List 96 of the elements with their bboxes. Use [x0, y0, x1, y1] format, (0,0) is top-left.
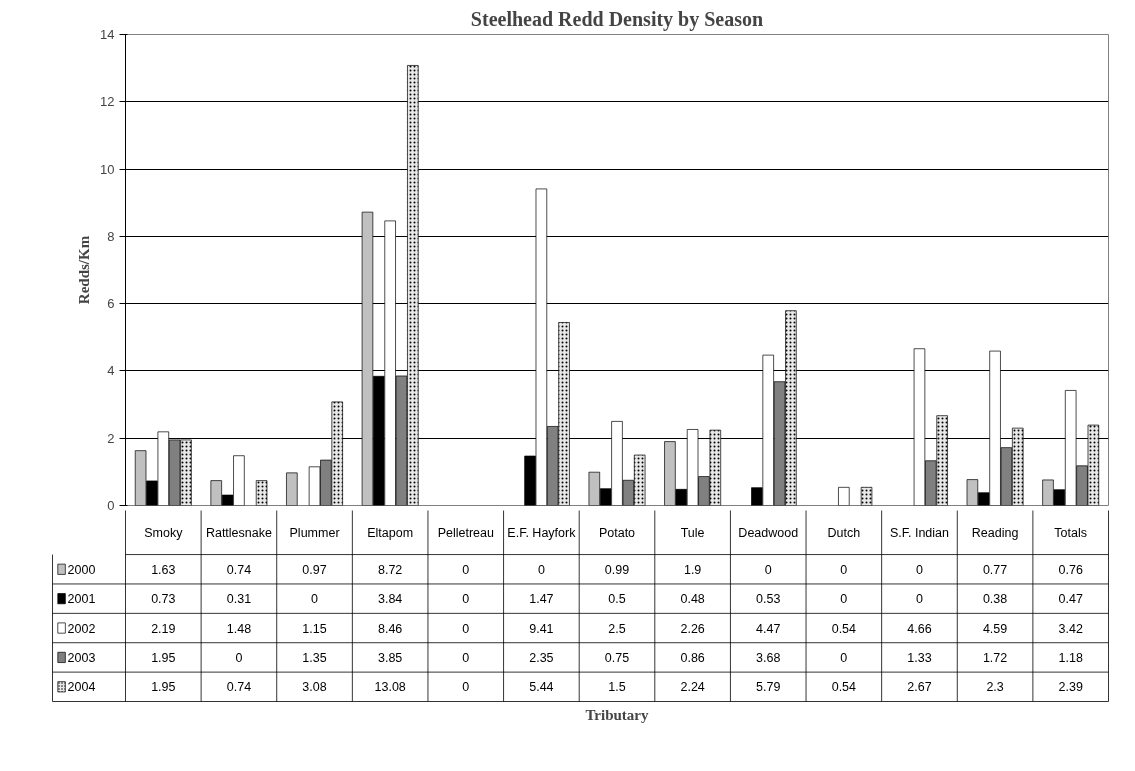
- data-label: 4.59: [982, 621, 1008, 636]
- x-tick-label: Plummer: [289, 525, 340, 540]
- data-label: 3.42: [1058, 621, 1083, 636]
- data-label: 9.41: [529, 621, 554, 636]
- data-label: 2.67: [907, 680, 932, 695]
- y-axis-title: Redds/Km: [76, 235, 93, 305]
- data-label: 1.18: [1058, 650, 1083, 665]
- data-label: 0.47: [1058, 592, 1083, 607]
- y-tick-label: 4: [107, 363, 115, 379]
- text: Tributary: [585, 706, 650, 723]
- data-label: 0: [462, 592, 470, 607]
- data-label: 3.85: [377, 650, 403, 665]
- data-label: 1.33: [907, 650, 932, 665]
- data-label: 8.72: [377, 562, 403, 577]
- data-label: 4.47: [756, 621, 781, 636]
- y-tick-label: 14: [100, 27, 115, 42]
- data-label: 0: [764, 562, 772, 577]
- x-tick-label: Tule: [680, 525, 705, 540]
- data-label: 2.24: [680, 680, 705, 695]
- data-label: 0: [840, 650, 848, 665]
- data-label: 2.39: [1058, 680, 1083, 695]
- data-label: 0: [915, 592, 923, 607]
- data-label: 0: [462, 621, 470, 636]
- data-label: 8.46: [377, 621, 403, 636]
- data-label: 0.48: [680, 592, 705, 607]
- data-label: 3.68: [756, 650, 781, 665]
- x-tick-label: Deadwood: [738, 525, 799, 540]
- x-tick-label: Dutch: [827, 525, 861, 540]
- bar: [838, 486, 850, 506]
- data-label: 0.38: [982, 592, 1008, 607]
- data-label: 0: [840, 562, 848, 577]
- data-label: 0: [537, 562, 545, 577]
- data-label: 1.63: [151, 562, 176, 577]
- data-label: 1.95: [151, 680, 176, 695]
- x-tick-label: Reading: [971, 525, 1019, 540]
- data-label: 2.35: [529, 650, 554, 665]
- data-label: 0: [462, 562, 470, 577]
- chart-title: Steelhead Redd Density by Season: [470, 7, 764, 31]
- data-label: 2.26: [680, 621, 705, 636]
- data-label: 0.99: [604, 562, 630, 577]
- data-label: 1.47: [529, 592, 554, 607]
- data-label: 0.31: [226, 592, 252, 607]
- data-label: 0.5: [608, 592, 626, 607]
- y-tick-label: 10: [100, 161, 115, 177]
- data-label: 0.54: [831, 680, 857, 695]
- bar: [286, 472, 298, 506]
- y-tick-label: 12: [100, 94, 115, 110]
- data-label: 4.66: [907, 621, 932, 636]
- data-label: 1.48: [226, 621, 252, 636]
- data-label: 0: [235, 650, 243, 665]
- data-label: 0.75: [604, 650, 630, 665]
- data-label: 2.19: [151, 621, 176, 636]
- data-label: 1.35: [302, 650, 327, 665]
- data-label: 2.5: [608, 621, 626, 636]
- data-label: 0.86: [680, 650, 705, 665]
- legend-label: 2000: [67, 562, 96, 577]
- legend-label: 2003: [67, 650, 96, 665]
- legend-label: 2002: [67, 621, 96, 636]
- data-label: 0.74: [226, 562, 252, 577]
- y-tick-label: 8: [107, 228, 115, 244]
- data-label: 3.08: [302, 680, 327, 695]
- x-tick-label: Rattlesnake: [205, 525, 272, 540]
- data-label: 13.08: [374, 680, 406, 695]
- x-tick-label: Eltapom: [367, 525, 414, 540]
- data-label: 2.3: [986, 680, 1004, 695]
- y-tick-label: 6: [107, 296, 115, 312]
- x-tick-label: E.F. Hayfork: [507, 525, 577, 540]
- x-tick-label: S.F. Indian: [889, 525, 950, 540]
- data-label: 0.53: [756, 592, 781, 607]
- data-label: 1.72: [982, 650, 1008, 665]
- data-label: 0.76: [1058, 562, 1083, 577]
- x-tick-label: Pelletreau: [437, 525, 494, 540]
- data-label: 0: [915, 562, 923, 577]
- data-label: 0: [462, 650, 470, 665]
- data-label: 1.95: [151, 650, 176, 665]
- data-label: 0: [840, 592, 848, 607]
- data-label: 5.44: [529, 680, 554, 695]
- legend-label: 2001: [67, 592, 96, 607]
- data-label: 3.84: [377, 592, 403, 607]
- data-label: 0.73: [151, 592, 176, 607]
- y-tick-label: 2: [107, 430, 115, 446]
- data-label: 0.54: [831, 621, 857, 636]
- legend-label: 2004: [67, 680, 96, 695]
- data-label: 0.74: [226, 680, 252, 695]
- data-label: 5.79: [756, 680, 781, 695]
- x-tick-label: Totals: [1054, 525, 1088, 540]
- y-tick-label: 0: [107, 498, 115, 513]
- data-label: 1.15: [302, 621, 327, 636]
- x-tick-label: Smoky: [144, 525, 184, 540]
- x-tick-label: Potato: [598, 525, 636, 540]
- data-label: 1.9: [683, 562, 702, 577]
- data-label: 1.5: [608, 680, 626, 695]
- data-label: 0.97: [302, 562, 327, 577]
- data-label: 0.77: [982, 562, 1008, 577]
- data-label: 0: [311, 592, 319, 607]
- data-label: 0: [462, 680, 470, 695]
